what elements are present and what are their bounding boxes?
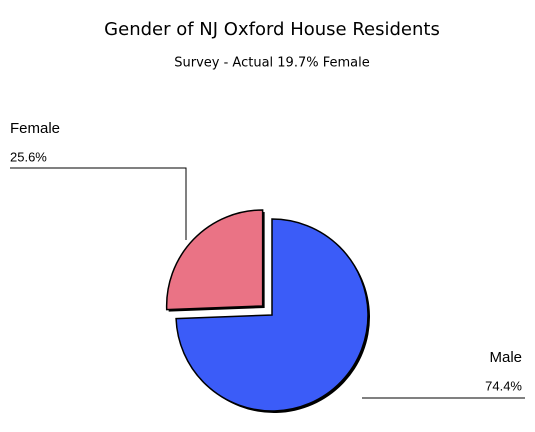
chart-subtitle: Survey - Actual 19.7% Female xyxy=(174,56,369,71)
slice-value-label: 25.6% xyxy=(10,149,47,164)
leader-line xyxy=(10,167,187,240)
chart-title: Gender of NJ Oxford House Residents xyxy=(104,19,440,40)
slice-value-label: 74.4% xyxy=(485,378,522,393)
slice-label: Female xyxy=(10,120,60,137)
slice-label: Male xyxy=(489,349,522,366)
pie-slice xyxy=(165,209,264,311)
pie-slice xyxy=(175,218,369,412)
